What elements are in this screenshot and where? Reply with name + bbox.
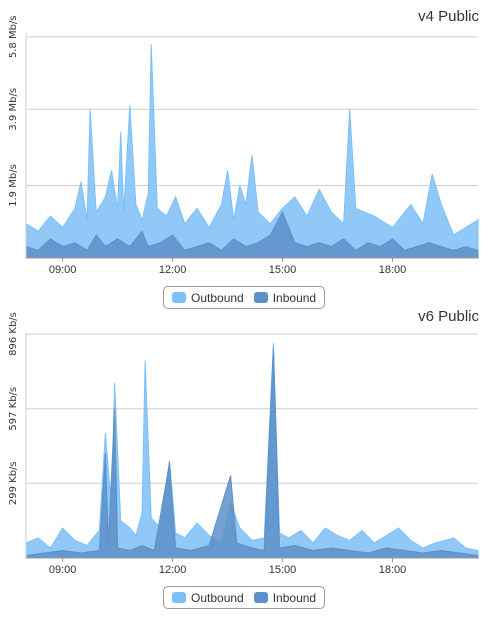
outbound-swatch xyxy=(172,292,186,303)
chart-legend: Outbound Inbound xyxy=(163,586,326,609)
chart-title: v4 Public xyxy=(418,8,479,25)
series-area-outbound xyxy=(25,44,479,259)
y-tick-label: 597 Kb/s xyxy=(8,387,19,431)
inbound-swatch xyxy=(253,592,268,603)
inbound-swatch xyxy=(253,292,268,303)
outbound-swatch xyxy=(172,592,186,603)
y-tick-label: 1.9 Mb/s xyxy=(8,164,19,207)
series-area-inbound xyxy=(25,211,479,259)
legend-label: Outbound xyxy=(191,590,244,605)
legend-label: Outbound xyxy=(191,290,244,305)
x-tick-label: 12:00 xyxy=(159,564,187,576)
y-tick-label: 5.8 Mb/s xyxy=(8,15,19,58)
v6-chart-panel: v6 Public 299 Kb/s 597 Kb/s 896 Kb/s 09:00 1… xyxy=(0,308,489,613)
y-tick-label: 896 Kb/s xyxy=(8,312,19,356)
legend-item-inbound[interactable]: Inbound xyxy=(253,590,317,605)
legend-label: Inbound xyxy=(272,590,317,605)
legend-label: Inbound xyxy=(272,290,317,305)
x-tick-label: 18:00 xyxy=(379,564,407,576)
y-tick-label: 299 Kb/s xyxy=(8,461,19,505)
legend-item-inbound[interactable]: Inbound xyxy=(253,290,317,305)
chart-legend: Outbound Inbound xyxy=(163,286,326,309)
legend-item-outbound[interactable]: Outbound xyxy=(172,291,244,305)
chart-title: v6 Public xyxy=(418,308,479,325)
v6-area-chart: 299 Kb/s 597 Kb/s 896 Kb/s 09:00 12:00 15:00 1… xyxy=(8,312,479,576)
x-tick-label: 12:00 xyxy=(159,264,187,276)
x-tick-label: 09:00 xyxy=(49,564,77,576)
v4-chart-panel: v4 Public 1.9 Mb/s 3.9 Mb/s 5.8 Mb/s 09:00 1… xyxy=(0,8,489,309)
series-area-inbound xyxy=(25,347,479,559)
x-tick-label: 15:00 xyxy=(269,264,297,276)
x-tick-label: 15:00 xyxy=(269,564,297,576)
series-area-outbound xyxy=(25,342,479,559)
legend-item-outbound[interactable]: Outbound xyxy=(172,591,244,605)
v4-area-chart: 1.9 Mb/s 3.9 Mb/s 5.8 Mb/s 09:00 12:00 15:00 1… xyxy=(8,15,479,276)
x-tick-label: 09:00 xyxy=(49,264,77,276)
x-tick-label: 18:00 xyxy=(379,264,407,276)
y-tick-label: 3.9 Mb/s xyxy=(8,88,19,131)
